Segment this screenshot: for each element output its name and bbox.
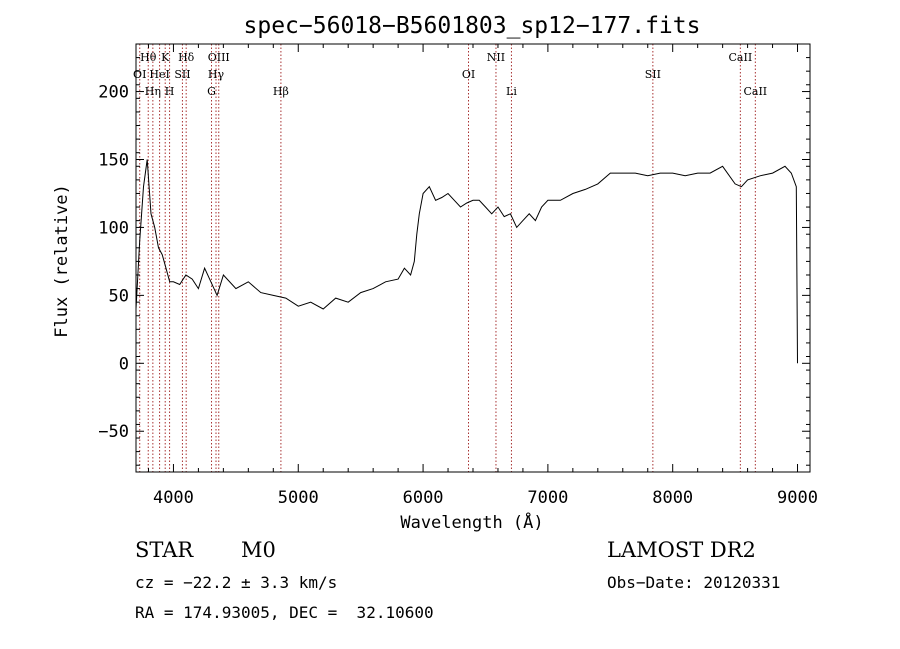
marker-label: CaII <box>743 85 767 98</box>
x-tick-label: 5000 <box>278 488 319 508</box>
y-tick-label: −50 <box>98 422 129 442</box>
marker-label: SII <box>174 68 190 81</box>
marker-label: SII <box>645 68 661 81</box>
y-tick-label: 150 <box>98 150 129 170</box>
marker-label: Hδ <box>178 51 195 64</box>
sky-coordinates: RA = 174.93005, DEC = 32.10600 <box>135 603 434 622</box>
survey-name: LAMOST DR2 <box>607 538 756 562</box>
axes: 4000 5000 6000 7000 8000 9000 −50 0 50 100 150 200 <box>98 43 818 508</box>
marker-label: OI <box>462 68 475 81</box>
marker-label: Hγ <box>208 68 225 81</box>
marker-label: Hβ <box>273 85 289 98</box>
object-class: STAR <box>135 538 194 562</box>
observation-date: Obs−Date: 20120331 <box>607 573 781 592</box>
y-tick-label: 50 <box>109 286 129 306</box>
marker-label: OIII <box>208 51 230 64</box>
x-tick-label: 4000 <box>153 488 194 508</box>
spectrum-series <box>135 159 798 364</box>
y-tick-label: 0 <box>119 354 129 374</box>
x-tick-label: 6000 <box>403 488 444 508</box>
marker-label: CaII <box>729 51 753 64</box>
marker-label: K <box>161 51 170 64</box>
x-axis-label: Wavelength (Å) <box>400 511 543 533</box>
plot-frame <box>135 43 811 473</box>
y-tick-label: 200 <box>98 83 129 103</box>
marker-label: Hθ <box>140 51 157 64</box>
marker-label: Hη <box>145 85 161 98</box>
marker-label: NII <box>487 51 505 64</box>
chart-title: spec−56018−B5601803_sp12−177.fits <box>244 13 701 39</box>
object-subclass: M0 <box>241 538 276 562</box>
marker-label: G <box>207 85 216 98</box>
marker-label: Li <box>506 85 517 98</box>
marker-label: HeI <box>149 68 169 81</box>
x-tick-label: 7000 <box>527 488 568 508</box>
marker-label: OI <box>133 68 146 81</box>
marker-label: H <box>165 85 175 98</box>
x-tick-label: 9000 <box>777 488 818 508</box>
spectrum-line <box>135 159 798 364</box>
redshift-velocity: cz = −22.2 ± 3.3 km/s <box>135 573 338 592</box>
y-axis-label: Flux (relative) <box>52 184 72 338</box>
y-tick-label: 100 <box>98 218 129 238</box>
x-tick-label: 8000 <box>652 488 693 508</box>
